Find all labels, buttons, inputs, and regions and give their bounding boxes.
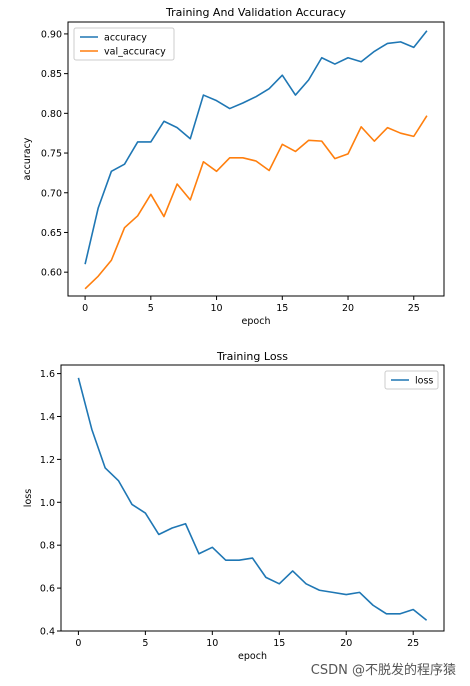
y-tick-label: 0.80 [41, 109, 62, 120]
series-line-loss [77, 377, 428, 621]
legend-label: accuracy [104, 33, 147, 44]
x-tick-label: 5 [142, 638, 148, 649]
chart-1: Training And Validation Accuracy 0 5 10 15 20… [22, 6, 445, 327]
legend-label: val_accuracy [104, 47, 166, 58]
plot-frame [67, 21, 445, 297]
x-axis-title: epoch [242, 316, 271, 327]
y-axis-title: loss [23, 489, 34, 507]
y-tick-label: 0.70 [41, 188, 62, 199]
x-tick-label: 25 [407, 638, 419, 649]
y-tick-label: 1.6 [40, 369, 55, 380]
y-tick-label: 0.65 [41, 228, 62, 239]
x-tick-label: 20 [342, 303, 354, 314]
y-tick-label: 0.90 [41, 29, 62, 40]
y-tick-label: 0.8 [40, 541, 55, 552]
x-tick-label: 5 [148, 303, 154, 314]
series-line-accuracy [84, 30, 428, 265]
y-tick-label: 1.2 [40, 455, 55, 466]
y-tick-label: 0.75 [41, 149, 62, 160]
chart-2: Training Loss 0 5 10 15 20 25 0.4 0.6 0.8 1.0 1.2 1.… [23, 350, 445, 662]
x-tick-label: 20 [340, 638, 352, 649]
y-tick-label: 0.4 [40, 627, 55, 638]
legend: loss [384, 370, 439, 390]
y-tick-label: 0.6 [40, 584, 55, 595]
legend-label: loss [415, 376, 433, 387]
y-tick-label: 0.60 [41, 268, 62, 279]
plot-frame [60, 364, 445, 632]
x-tick-label: 10 [211, 303, 223, 314]
y-tick-label: 1.4 [40, 412, 55, 423]
x-tick-label: 25 [408, 303, 420, 314]
legend-frame [73, 27, 175, 61]
legend-frame [384, 370, 439, 390]
x-tick-label: 15 [276, 303, 288, 314]
series-line-val-accuracy [84, 115, 428, 290]
chart-title: Training Loss [216, 350, 288, 363]
y-tick-label: 1.0 [40, 498, 55, 509]
x-tick-label: 10 [206, 638, 218, 649]
x-axis-title: epoch [238, 651, 267, 662]
chart-title: Training And Validation Accuracy [165, 6, 346, 19]
x-tick-label: 0 [75, 638, 81, 649]
x-tick-label: 0 [82, 303, 88, 314]
y-axis-title: accuracy [22, 137, 33, 180]
y-tick-label: 0.85 [41, 69, 62, 80]
x-tick-label: 15 [273, 638, 285, 649]
legend: accuracy val_accuracy [73, 27, 175, 61]
watermark-text: CSDN @不脱发的程序猿 [310, 663, 456, 678]
